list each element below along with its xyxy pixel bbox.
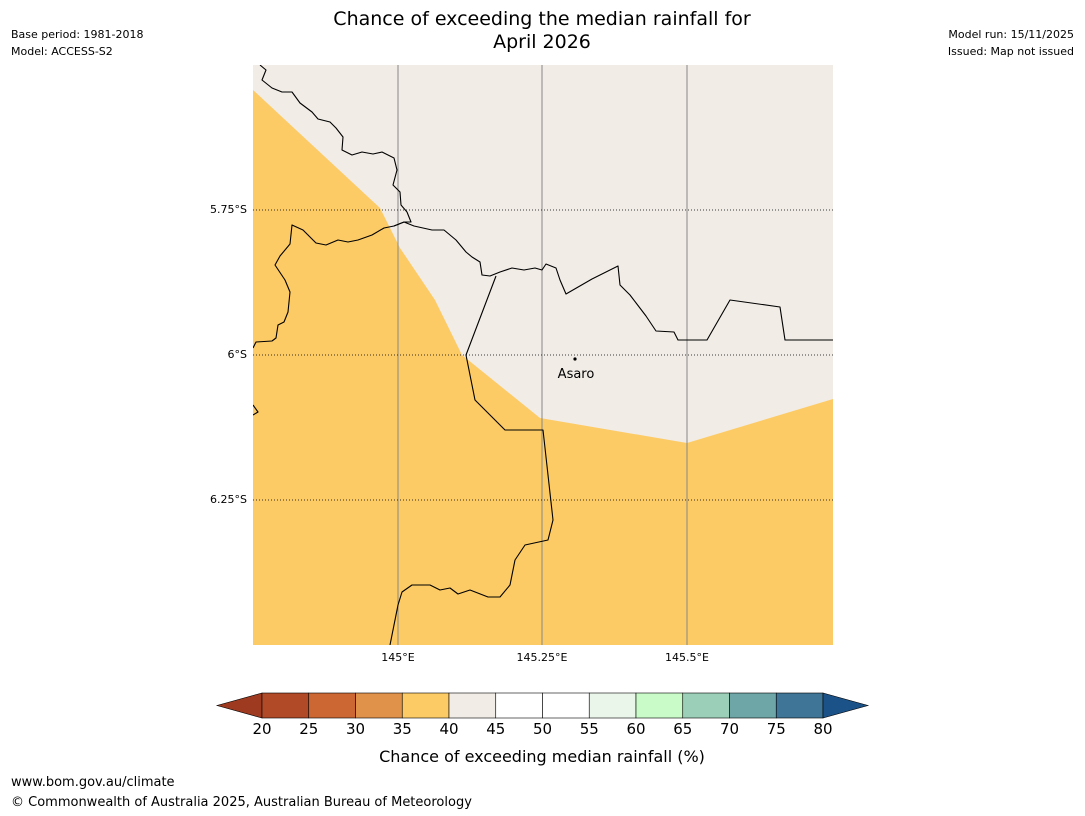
title-line-2: April 2026: [493, 31, 591, 53]
colorbar-segment: [355, 692, 403, 719]
colorbar-segment: [635, 692, 684, 719]
colorbar-tick-label: 50: [533, 720, 552, 738]
colorbar-ticks: 20 25 30 35 40 45 50 55 60 65 70 75 80: [252, 720, 832, 738]
lon-label-145-5: 145.5°E: [665, 651, 709, 664]
colorbar-tick-label: 55: [580, 720, 599, 738]
model-run: Model run: 15/11/2025: [948, 28, 1074, 41]
colorbar-tick-label: 75: [767, 720, 786, 738]
colorbar-segment: [682, 692, 730, 719]
colorbar-segment: [308, 692, 356, 719]
lon-label-145: 145°E: [381, 651, 414, 664]
graticule: [253, 65, 833, 645]
lat-label-6-25: 6.25°S: [210, 493, 247, 506]
colorbar-label: Chance of exceeding median rainfall (%): [379, 747, 705, 766]
base-period: Base period: 1981-2018: [11, 28, 144, 41]
colorbar-under-arrow: [215, 692, 263, 719]
colorbar-segment: [401, 692, 450, 719]
metadata-right: Model run: 15/11/2025 Issued: Map not is…: [948, 26, 1074, 60]
colorbar-over-arrow: [822, 692, 870, 719]
lat-label-6: 6°S: [228, 348, 247, 361]
issued-status: Issued: Map not issued: [947, 45, 1074, 58]
colorbar-tick-label: 70: [720, 720, 739, 738]
colorbar-tick-label: 65: [673, 720, 692, 738]
colorbar-segment: [448, 692, 497, 719]
title-line-1: Chance of exceeding the median rainfall …: [333, 8, 751, 30]
colorbar-segment: [542, 692, 590, 719]
boundary-southern: [389, 275, 554, 645]
model-name: Model: ACCESS-S2: [11, 45, 113, 58]
boundary-central: [393, 221, 833, 341]
colorbar-segment: [729, 692, 777, 719]
colorbar-segments: [215, 692, 870, 719]
lon-label-145-25: 145.25°E: [517, 651, 568, 664]
colorbar-segment: [495, 692, 543, 719]
asaro-label: Asaro: [558, 367, 595, 382]
lat-label-5-75: 5.75°S: [210, 203, 247, 216]
colorbar-tick-label: 45: [486, 720, 505, 738]
colorbar-tick-label: 40: [439, 720, 458, 738]
colorbar-tick-label: 20: [252, 720, 271, 738]
asaro-marker: [573, 357, 577, 361]
colorbar-tick-label: 35: [393, 720, 412, 738]
province-boundaries: [253, 65, 833, 645]
colorbar-segment: [588, 692, 637, 719]
colorbar-segment: [775, 692, 824, 719]
metadata-left: Base period: 1981-2018 Model: ACCESS-S2: [11, 26, 143, 60]
boundary-west-fragment: [253, 404, 259, 416]
map-title: Chance of exceeding the median rainfall …: [292, 8, 792, 54]
colorbar-segment: [261, 692, 310, 719]
footer-url[interactable]: www.bom.gov.au/climate: [11, 775, 175, 790]
colorbar-tick-label: 30: [346, 720, 365, 738]
colorbar-tick-label: 80: [813, 720, 832, 738]
boundary-northern: [253, 65, 412, 349]
colorbar-tick-label: 25: [299, 720, 318, 738]
footer-copyright: © Commonwealth of Australia 2025, Austra…: [11, 795, 472, 810]
colorbar-tick-label: 60: [626, 720, 645, 738]
